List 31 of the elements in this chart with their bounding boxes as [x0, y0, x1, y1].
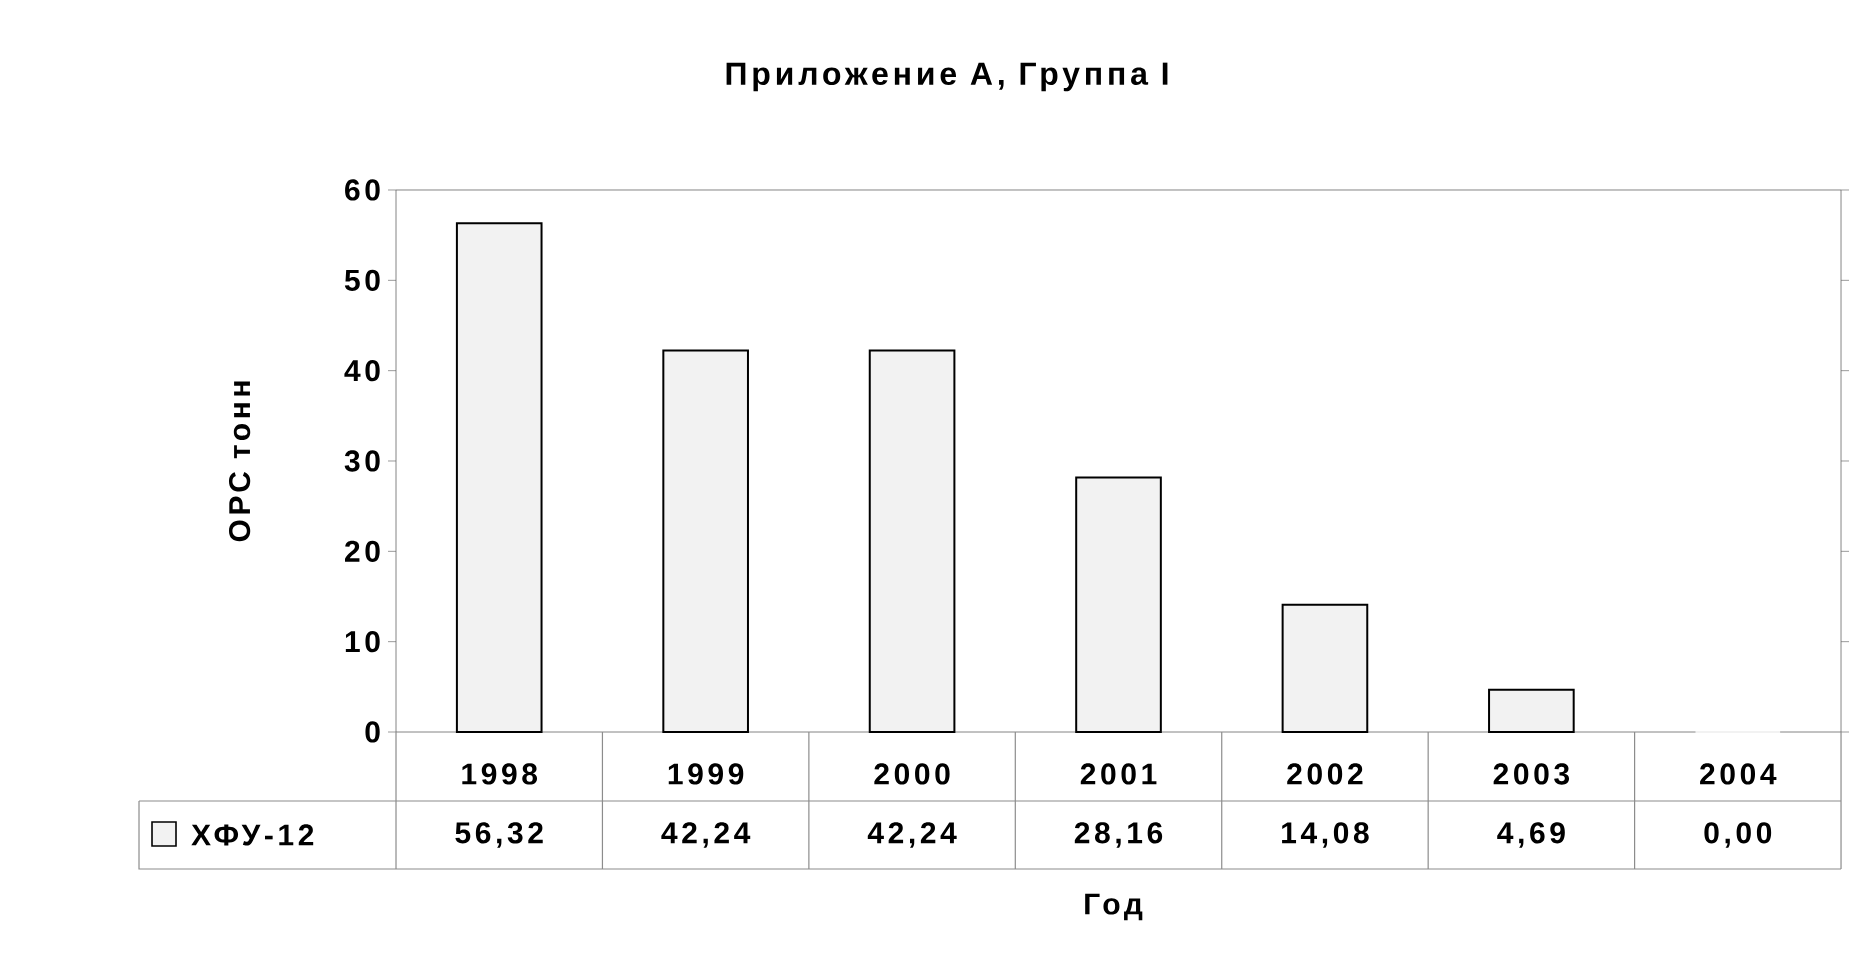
- x-tick-label: 2001: [1080, 763, 1157, 785]
- bar: [868, 349, 956, 733]
- data-label: 0,00: [1704, 822, 1772, 848]
- y-tick-label: 60: [345, 179, 380, 201]
- bar: [1488, 688, 1575, 733]
- x-tick-label: 2003: [1493, 763, 1570, 785]
- x-tick-label: 1998: [462, 763, 538, 785]
- y-tick-label: 30: [344, 450, 380, 472]
- x-tick-label: 2004: [1700, 763, 1777, 785]
- x-tick-label: 2002: [1287, 763, 1363, 785]
- bar: [1281, 603, 1369, 733]
- data-label: 56,32: [455, 822, 543, 848]
- bar: [455, 222, 543, 733]
- bar: [1075, 476, 1162, 733]
- legend-label: ХФУ-12: [191, 824, 314, 846]
- data-label: 42,24: [867, 822, 957, 848]
- y-tick-label: 50: [344, 269, 380, 291]
- data-label: 28,16: [1074, 822, 1163, 848]
- x-axis-title: Год: [1085, 893, 1143, 921]
- x-tick-label: 1999: [668, 763, 744, 785]
- y-tick-label: 40: [344, 360, 380, 382]
- y-axis-title: ОРС тонн: [228, 381, 251, 542]
- y-tick-label: 0: [365, 721, 380, 743]
- data-label: 14,08: [1282, 822, 1369, 848]
- chart-title: Приложение А, Группа I: [726, 62, 1168, 92]
- bar: [662, 349, 749, 733]
- x-tick-label: 2000: [874, 763, 950, 785]
- data-label: 42,24: [661, 822, 751, 848]
- y-tick-label: 10: [345, 631, 380, 653]
- y-tick-label: 20: [345, 540, 380, 562]
- data-label: 4,69: [1497, 822, 1565, 848]
